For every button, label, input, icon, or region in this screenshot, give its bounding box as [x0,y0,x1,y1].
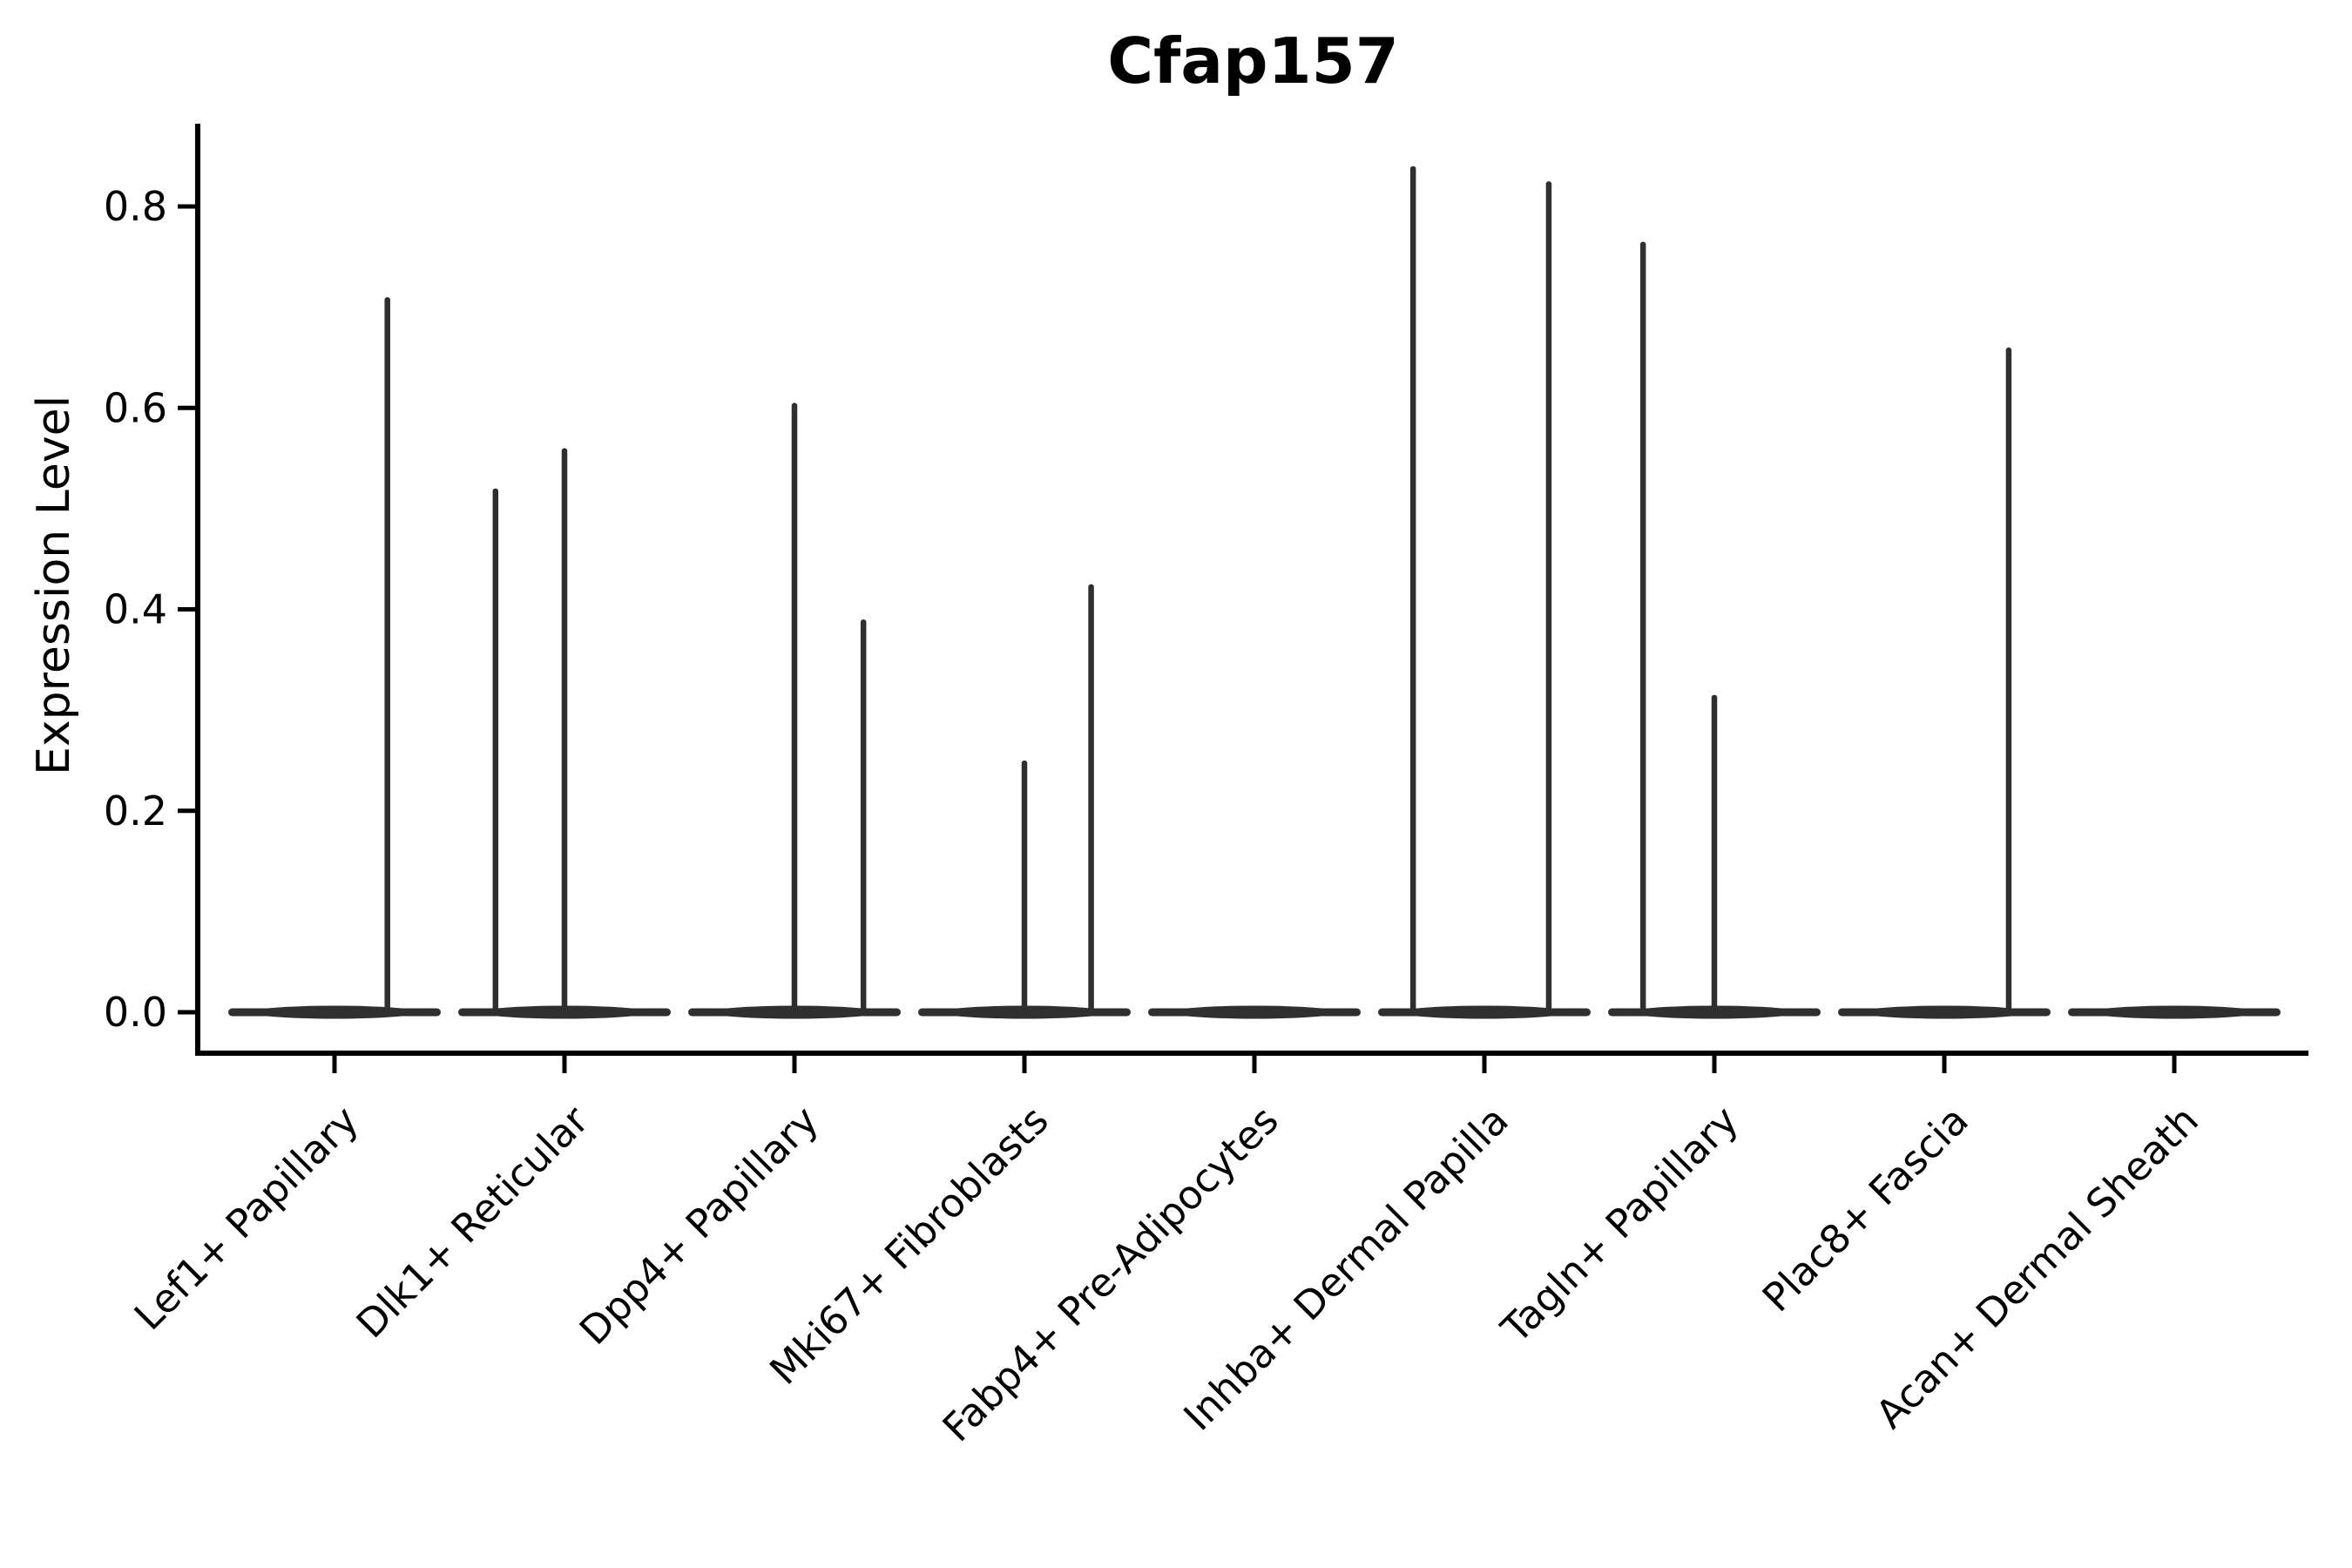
violin-zero-bulge [1171,1005,1338,1019]
y-tick-label: 0.8 [104,183,167,230]
violin-max-spike [492,488,499,1015]
violin-zero-bulge [1861,1005,2028,1019]
x-category-label: Plac8+ Fascia [1754,1097,1977,1321]
violin-zero-bulge [1401,1005,1568,1019]
violin-max-spike [1409,166,1416,1015]
x-category-label: Dlk1+ Reticular [348,1097,598,1347]
x-category-label: Lef1+ Papillary [125,1097,368,1339]
y-tick-label: 0.0 [104,989,167,1036]
violin-max-spike [1088,584,1094,1015]
chart-title: Cfap157 [1107,24,1399,98]
violin-max-spike [384,297,390,1015]
y-tick-label: 0.6 [104,384,167,431]
violin-max-spike [561,448,568,1015]
y-tick-label: 0.4 [104,586,167,633]
x-category-label: Dpp4+ Papillary [571,1097,828,1354]
violin-zero-bulge [2091,1005,2258,1019]
violin-max-spike [1639,241,1646,1015]
violin-max-spike [1545,181,1552,1015]
violin-max-spike [2005,347,2012,1015]
x-category-label: Tagln+ Papillary [1492,1097,1747,1352]
violin-zero-bulge [251,1005,418,1019]
violin-max-spike [1711,694,1718,1015]
violin-max-spike [860,619,867,1015]
violin-max-spike [1021,760,1028,1015]
violin-max-spike [791,402,798,1015]
y-tick-label: 0.2 [104,787,167,835]
